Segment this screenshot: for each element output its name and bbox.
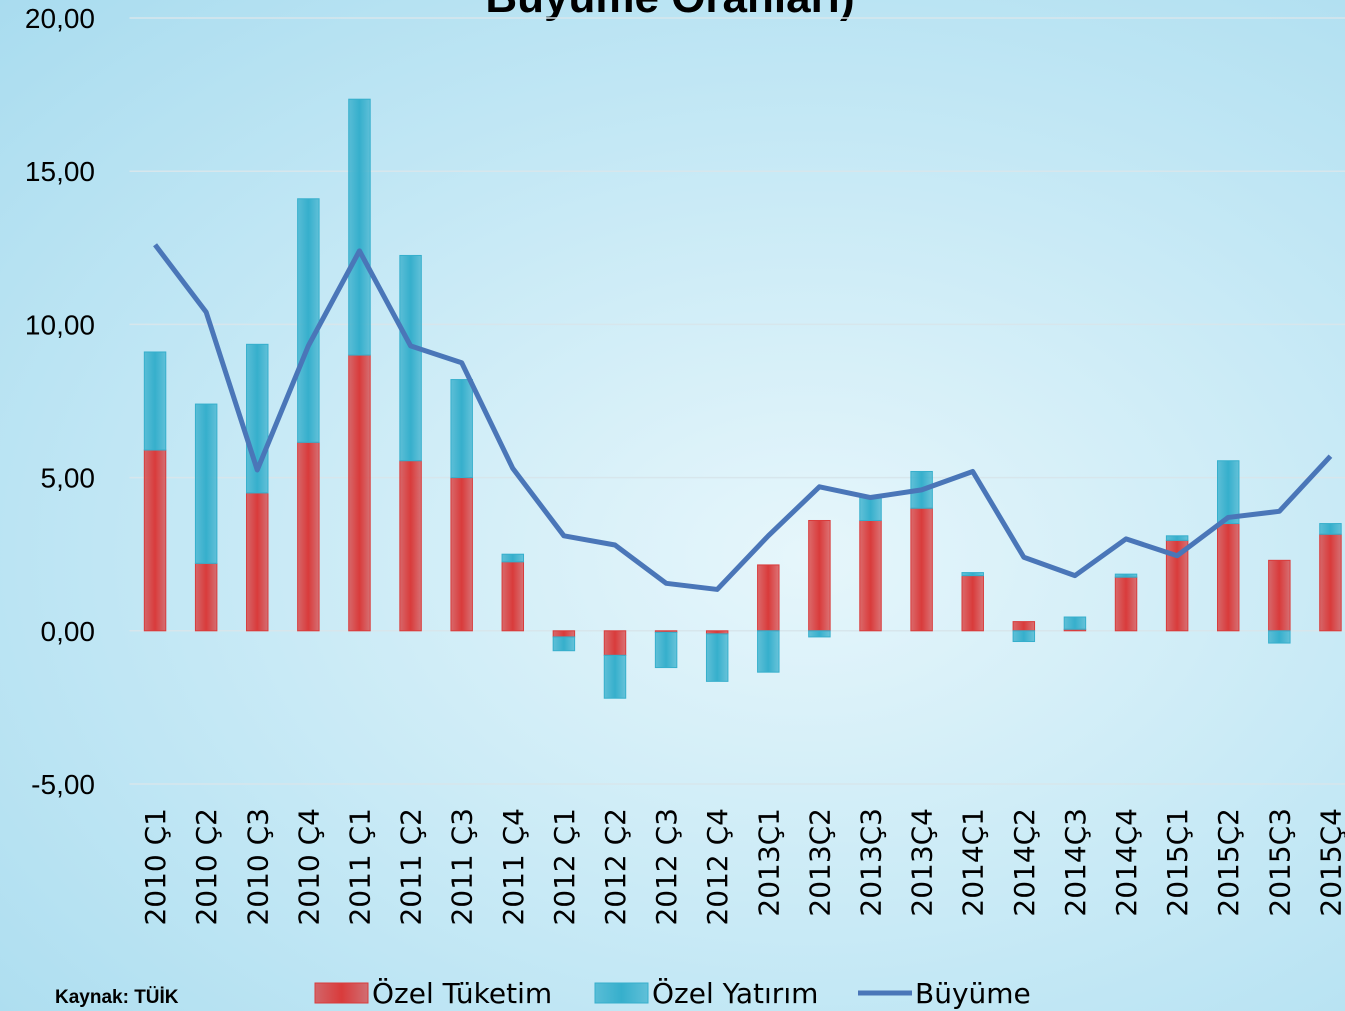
bar <box>654 631 678 669</box>
x-tick-label: 2015Ç4 <box>1314 808 1345 917</box>
bar <box>859 519 882 632</box>
bar <box>757 630 780 673</box>
bar <box>501 553 525 563</box>
line <box>153 243 1333 592</box>
x-tick-label: 2012 Ç2 <box>599 808 632 926</box>
bar <box>1114 576 1138 632</box>
bar <box>194 562 218 632</box>
x-tick-label: 2012 Ç4 <box>701 808 734 926</box>
bar <box>450 477 473 632</box>
x-tick-label: 2014Ç4 <box>1110 808 1143 917</box>
bar <box>348 354 371 632</box>
bar <box>1319 533 1342 632</box>
x-tick-label: 2010 Ç2 <box>190 808 223 926</box>
y-tick-label: 15,00 <box>25 156 95 187</box>
y-tick-label: 5,00 <box>41 463 96 494</box>
bar <box>705 633 729 682</box>
bar <box>1217 460 1240 525</box>
x-tick-label: 2011 Ç1 <box>343 808 376 926</box>
x-tick-label: 2015Ç1 <box>1161 808 1194 917</box>
bar <box>859 497 882 521</box>
bar <box>1012 621 1036 632</box>
bar <box>143 351 167 451</box>
legend-swatch <box>314 982 369 1004</box>
x-tick-label: 2012 Ç3 <box>650 808 683 926</box>
x-tick-label: 2015Ç2 <box>1212 808 1245 917</box>
y-tick-label: 0,00 <box>41 616 96 647</box>
bar <box>1012 630 1036 643</box>
bar <box>603 654 627 699</box>
x-tick-label: 2013Ç1 <box>752 808 785 917</box>
legend-swatch <box>594 982 649 1004</box>
bar <box>1217 523 1240 632</box>
bar <box>961 572 984 577</box>
x-tick-label: 2014Ç1 <box>957 808 990 917</box>
bar <box>399 254 422 462</box>
bar <box>1319 523 1342 535</box>
bar <box>501 561 525 632</box>
bar <box>603 630 627 656</box>
x-tick-label: 2010 Ç4 <box>292 808 325 926</box>
bar <box>1268 559 1291 632</box>
legend-label: Özel Tüketim <box>372 976 552 1010</box>
legend-label: Özel Yatırım <box>652 976 818 1010</box>
bar <box>1165 535 1189 541</box>
bar <box>399 460 422 632</box>
x-tick-label: 2013Ç2 <box>803 808 836 917</box>
x-tick-label: 2013Ç3 <box>855 808 888 917</box>
bar <box>1268 630 1291 644</box>
bar <box>552 630 576 638</box>
x-tick-label: 2011 Ç3 <box>446 808 479 926</box>
bar <box>297 441 320 632</box>
bar <box>194 403 218 564</box>
x-tick-label: 2011 Ç4 <box>497 808 530 926</box>
y-tick-label: -5,00 <box>31 769 95 800</box>
bar <box>910 507 933 632</box>
x-tick-label: 2015Ç3 <box>1263 808 1296 917</box>
bar <box>552 636 576 652</box>
x-tick-label: 2013Ç4 <box>906 808 939 917</box>
bar <box>348 98 371 356</box>
bar <box>961 575 984 632</box>
x-tick-label: 2011 Ç2 <box>395 808 428 926</box>
x-tick-label: 2010 Ç1 <box>139 808 172 926</box>
bar <box>757 564 780 632</box>
bar <box>450 379 473 479</box>
x-tick-label: 2012 Ç1 <box>548 808 581 926</box>
bar <box>808 519 831 632</box>
bar <box>143 449 167 632</box>
source-note: Kaynak: TÜİK <box>55 987 179 1008</box>
legend-label: Büyüme <box>915 977 1031 1010</box>
bar <box>1114 573 1138 578</box>
bar <box>1063 616 1087 630</box>
x-tick-label: 2014Ç3 <box>1059 808 1092 917</box>
bar <box>808 630 831 638</box>
x-tick-label: 2010 Ç3 <box>241 808 274 926</box>
chart-title: Büyüme Oranları) <box>485 0 854 22</box>
y-tick-label: 20,00 <box>25 3 95 34</box>
bar <box>246 492 269 632</box>
x-tick-label: 2014Ç2 <box>1008 808 1041 917</box>
y-tick-label: 10,00 <box>25 309 95 340</box>
bar <box>297 198 320 443</box>
